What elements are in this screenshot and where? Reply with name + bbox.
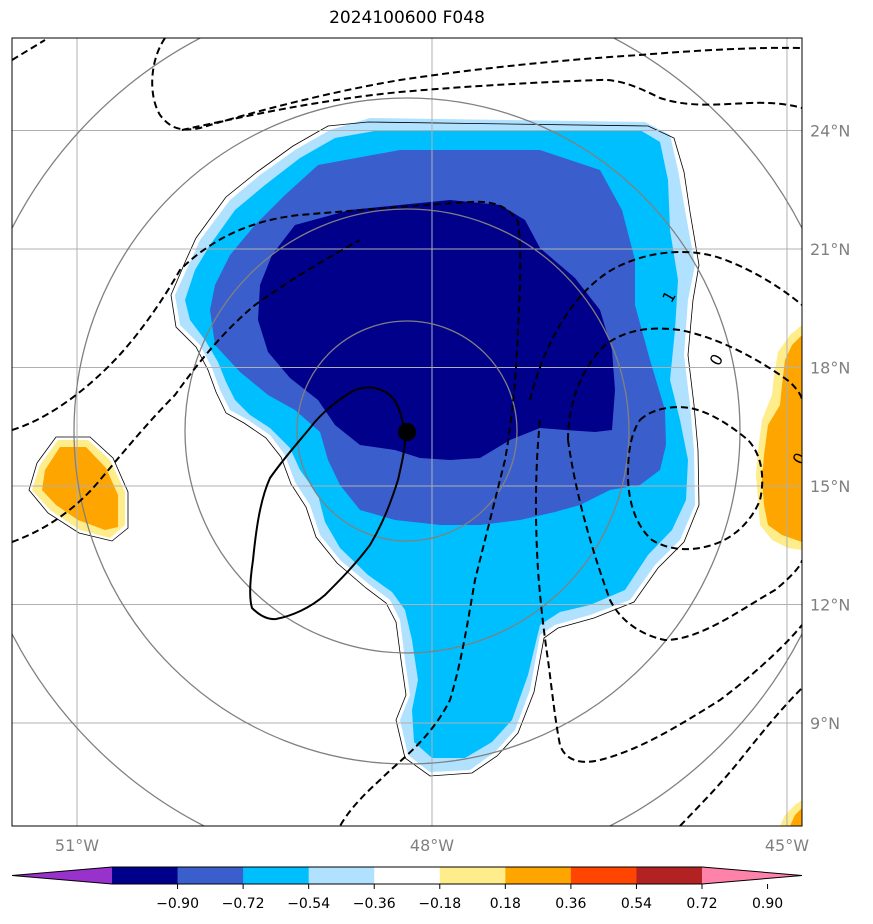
colorbar-tick-label: −0.54 bbox=[287, 896, 330, 912]
colorbar: −0.90 −0.72 −0.54 −0.36 −0.18 0.18 0.36 0.54 0.7… bbox=[11, 866, 803, 912]
colorbar-tick-label: 0.54 bbox=[621, 896, 652, 912]
map-title: 2024100600 F048 bbox=[329, 8, 485, 28]
contour-1-east bbox=[534, 419, 802, 763]
lon-tick-label: 45°W bbox=[765, 836, 809, 855]
lat-tick-label: 9°N bbox=[810, 714, 840, 733]
contour-2-south bbox=[567, 439, 802, 642]
lat-tick-label: 21°N bbox=[810, 240, 850, 259]
colorbar-segment bbox=[439, 867, 506, 884]
shaded-anomaly-field bbox=[32, 118, 802, 826]
colorbar-tick-label: 0.90 bbox=[752, 896, 783, 912]
contour-0-southeast bbox=[679, 687, 802, 826]
storm-center-marker bbox=[398, 423, 416, 441]
colorbar-tick-label: −0.72 bbox=[222, 896, 265, 912]
colorbar-tick-label: −0.36 bbox=[353, 896, 396, 912]
contour-1-west bbox=[12, 200, 522, 826]
colorbar-min-extension bbox=[12, 867, 112, 884]
range-ring-1 bbox=[296, 320, 518, 542]
contour-top-right bbox=[181, 78, 802, 131]
dashed-contours bbox=[12, 38, 802, 826]
contour-2-outer bbox=[529, 251, 802, 401]
lon-tick-label: 51°W bbox=[55, 836, 99, 855]
map-panel: 1002210 bbox=[12, 38, 802, 826]
plot-frame bbox=[11, 37, 803, 827]
range-ring-3 bbox=[73, 97, 741, 765]
colorbar-outline bbox=[11, 866, 803, 885]
colorbar-segment bbox=[636, 867, 703, 884]
colorbar-segment bbox=[505, 867, 572, 884]
lat-tick-label: 15°N bbox=[810, 477, 850, 496]
field-outline bbox=[28, 121, 700, 777]
longitude-tick-labels: 51°W48°W45°W42°W39°W36°W33°W bbox=[55, 836, 809, 855]
lat-tick-label: 24°N bbox=[810, 122, 850, 141]
colorbar-segment bbox=[308, 867, 375, 884]
colorbar-tick-label: −0.90 bbox=[156, 896, 199, 912]
gridlines bbox=[12, 38, 802, 826]
colorbar-segment bbox=[374, 867, 441, 884]
range-ring-2 bbox=[184, 208, 630, 654]
lat-tick-label: 18°N bbox=[810, 359, 850, 378]
orange-region-east bbox=[762, 335, 802, 542]
colorbar-max-extension bbox=[702, 867, 802, 884]
contour-top-left bbox=[12, 39, 46, 61]
colorbar-segment bbox=[112, 867, 179, 884]
colorbar-tick-label: 0.36 bbox=[555, 896, 586, 912]
orange-region-west bbox=[42, 447, 118, 530]
contour-top bbox=[151, 38, 802, 131]
colorbar-segment bbox=[243, 867, 310, 884]
colorbar-tick-label: −0.18 bbox=[418, 896, 461, 912]
range-rings bbox=[12, 38, 802, 826]
lon-tick-label: 48°W bbox=[410, 836, 454, 855]
colorbar-segment bbox=[177, 867, 244, 884]
colorbar-segment bbox=[570, 867, 637, 884]
colorbar-tick-label: 0.72 bbox=[686, 896, 717, 912]
solid-zero-contour bbox=[249, 386, 407, 621]
latitude-tick-labels: 9°N 12°N 15°N 18°N 21°N 24°N bbox=[810, 122, 850, 734]
contour-label: 0 bbox=[706, 351, 728, 369]
orange-region-southeast bbox=[790, 808, 802, 826]
contour-0-west bbox=[12, 239, 361, 543]
lat-tick-label: 12°N bbox=[810, 596, 850, 615]
colorbar-tick-label: 0.18 bbox=[490, 896, 521, 912]
contour-2-inner bbox=[567, 327, 802, 441]
